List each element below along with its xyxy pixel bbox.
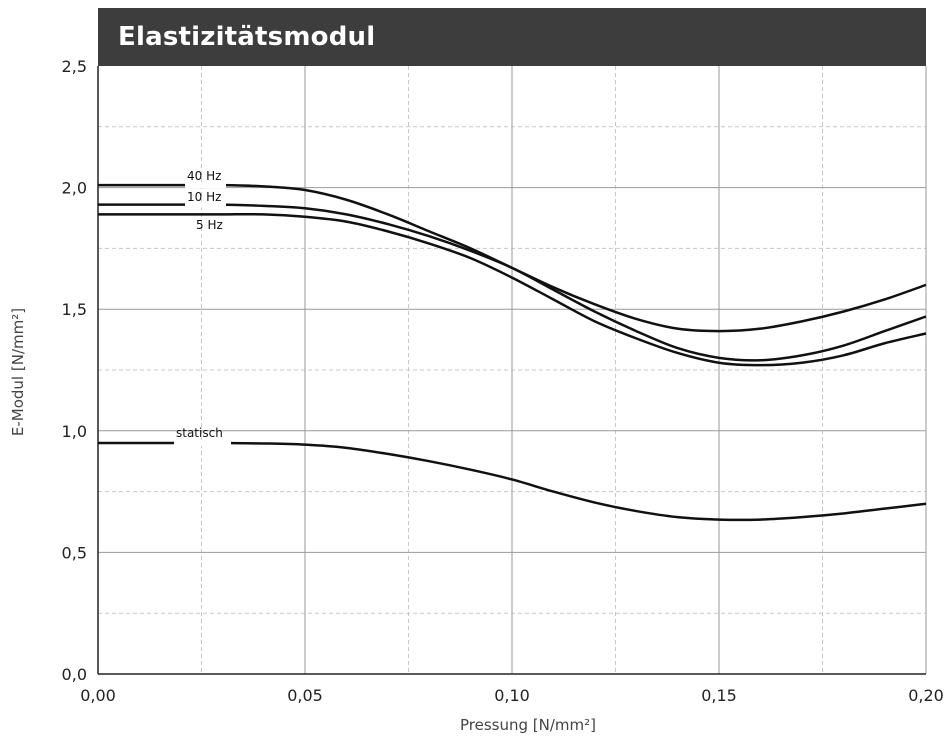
chart-title-background [98,8,926,66]
y-tick-label: 2,0 [62,179,87,198]
grid [98,66,927,674]
series-label-gap [185,182,226,189]
series-line [98,203,927,362]
chart-title-bar: Elastizitätsmodul [98,8,926,66]
chart-title: Elastizitätsmodul [118,22,376,52]
series [97,183,927,522]
y-tick-label: 0,5 [62,543,87,562]
series-label-gap [185,201,226,208]
x-tick-label: 0,00 [80,686,116,705]
x-tick-label: 0,15 [701,686,737,705]
series-label-gap [174,439,231,446]
tick-labels: 0,00 0,05 0,10 0,15 0,20 0,0 0,5 1,0 1,5 2,0 2,5 [62,57,944,705]
x-tick-label: 0,20 [908,686,944,705]
axes [97,66,926,675]
series-line [98,441,927,522]
y-tick-label: 2,5 [62,57,87,76]
series-line [98,212,927,367]
y-tick-label: 1,0 [62,422,87,441]
series-label: 10 Hz [187,190,221,204]
x-tick-label: 0,10 [494,686,530,705]
x-axis-label: Pressung [N/mm²] [460,716,596,734]
y-tick-label: 1,5 [62,300,87,319]
series-label: statisch [176,426,223,440]
series-label: 40 Hz [187,169,221,183]
y-axis-label: E-Modul [N/mm²] [9,307,27,437]
x-tick-label: 0,05 [287,686,323,705]
series-label: 5 Hz [196,218,223,232]
y-tick-label: 0,0 [62,665,87,684]
series-labels: 40 Hz 10 Hz 5 Hz statisch [174,169,231,446]
